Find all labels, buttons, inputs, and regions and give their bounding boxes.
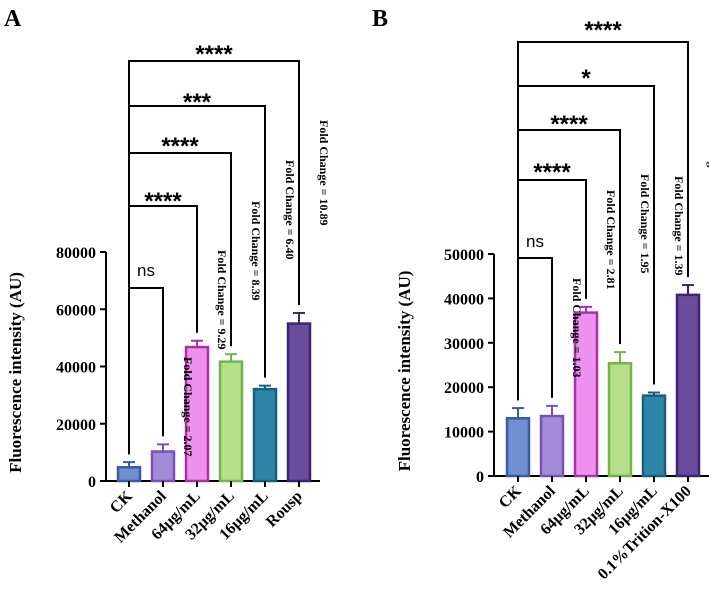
panel-a-significance-bracket	[128, 287, 164, 455]
panel-a-fold-change-label: Fold Change = 10.89	[317, 120, 331, 226]
panel-b-fold-change-label: Fold Change = 3.11	[706, 107, 709, 206]
panel-b-fold-change-label: Fold Change = 1.39	[672, 176, 686, 276]
panel-b-bar	[539, 414, 565, 478]
panel-a-bar	[116, 466, 142, 483]
panel-a-ylabel: Fluorescence intensity (AU)	[6, 272, 25, 473]
panel-b-fold-change-label: Fold Change = 2.81	[604, 190, 618, 290]
panel-b-significance-label: *	[581, 65, 591, 92]
panel-a-label: A	[4, 6, 22, 32]
panel-a-fold-change-label: Fold Change = 6.40	[283, 160, 297, 260]
panel-a-significance-label: ns	[137, 261, 155, 280]
panel-a-significance-bracket	[128, 60, 300, 455]
panel-b-bar	[641, 394, 667, 478]
panel-a-xtick-label: Rousp	[263, 488, 306, 531]
panel-b-label: B	[372, 6, 388, 32]
panel-b-ytick-label: 0	[476, 469, 484, 486]
panel-a-ytick-label: 0	[88, 474, 96, 491]
panel-a-xtick-label: CK	[107, 487, 136, 516]
panel-a-ytick-label: 40000	[56, 360, 96, 377]
panel-b-significance-label: ****	[533, 159, 571, 186]
panel-b-fold-change-label: Fold Change = 1.03	[570, 278, 584, 378]
panel-b-significance-label: ****	[550, 111, 588, 138]
panel-b-bar	[607, 361, 633, 478]
panel-a-fold-change-label: Fold Change = 9.29	[215, 250, 229, 350]
panel-b-fold-change-label: Fold Change = 1.95	[638, 174, 652, 274]
panel-b-significance-bracket	[517, 257, 553, 401]
panel-a-significance-label: ****	[144, 188, 182, 215]
panel-b-ytick-label: 10000	[444, 425, 484, 442]
panel-b-ytick-label: 30000	[444, 336, 484, 353]
panel-a-bar	[286, 322, 312, 483]
panel-b-ytick-label: 40000	[444, 291, 484, 308]
panel-a-significance-label: ***	[183, 89, 212, 116]
panel-b-ytick-label: 50000	[444, 247, 484, 264]
panel-a-ytick-label: 60000	[56, 302, 96, 319]
panel-a-ytick-label: 80000	[56, 245, 96, 262]
panel-a-significance-label: ****	[161, 133, 199, 160]
panel-b-significance-label: ns	[526, 232, 544, 251]
panel-a-fold-change-label: Fold Change = 8.39	[249, 201, 263, 301]
panel-a-significance-label: ****	[195, 41, 233, 68]
panel-b-ytick-label: 20000	[444, 380, 484, 397]
panel-a-bar	[218, 360, 244, 483]
panel-b-bar	[505, 417, 531, 478]
panel-b-xtick-label: CK	[496, 482, 525, 511]
panel-a-ytick-label: 20000	[56, 417, 96, 434]
panel-b-bar	[675, 293, 701, 478]
panel-b-ylabel: Fluorescence intensity (AU)	[395, 271, 414, 472]
panel-a-fold-change-label: Fold Change = 2.07	[181, 357, 195, 457]
panel-a-bar	[150, 450, 176, 483]
panel-a-bar	[252, 387, 278, 483]
panel-b-significance-bracket	[517, 41, 689, 401]
panel-b-significance-label: ****	[584, 17, 622, 44]
